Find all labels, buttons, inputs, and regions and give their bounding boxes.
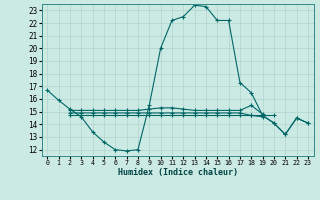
X-axis label: Humidex (Indice chaleur): Humidex (Indice chaleur) — [118, 168, 237, 177]
